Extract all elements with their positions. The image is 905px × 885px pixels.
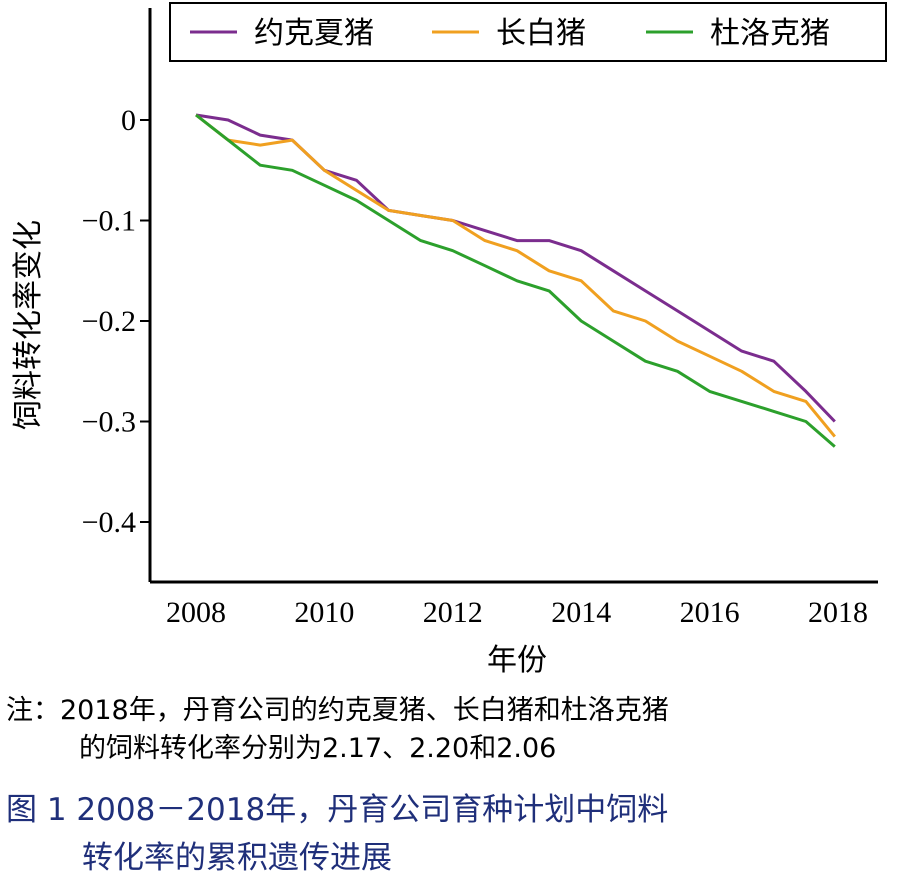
x-tick-label: 2010 xyxy=(294,596,354,629)
y-tick-label: −0.2 xyxy=(82,305,136,338)
legend-box xyxy=(169,2,887,62)
legend-label-yorkshire: 约克夏猪 xyxy=(254,16,374,51)
y-tick-label: 0 xyxy=(121,104,136,137)
figure-caption-line-1: 图 1 2008－2018年，丹育公司育种计划中饲料 xyxy=(6,792,669,828)
x-tick-label: 2008 xyxy=(166,596,226,629)
series-line-duroc xyxy=(195,113,836,448)
series-line-landrace xyxy=(195,113,836,438)
figure-note: 注：2018年，丹育公司的约克夏猪、长白猪和杜洛克猪 的饲料转化率分别为2.17… xyxy=(6,692,901,768)
legend: 约克夏猪 长白猪 杜洛克猪 xyxy=(169,2,887,62)
feed-conversion-chart: 0−0.1−0.2−0.3−0.4 2008 2010 2012 2014 2016 20… xyxy=(11,2,887,678)
series-line-yorkshire xyxy=(195,113,836,423)
figure-note-line-2: 的饲料转化率分别为2.17、2.20和2.06 xyxy=(79,733,557,764)
x-tick-label: 2018 xyxy=(808,596,868,629)
x-axis-title: 年份 xyxy=(487,643,547,678)
y-tick-label: −0.4 xyxy=(82,506,136,539)
x-tick-label: 2012 xyxy=(423,596,483,629)
y-tick-label: −0.3 xyxy=(82,406,136,439)
x-tick-label: 2016 xyxy=(680,596,740,629)
figure-caption-line-2: 转化率的累积遗传进展 xyxy=(82,840,392,876)
legend-label-duroc: 杜洛克猪 xyxy=(710,16,830,51)
y-axis-title: 饲料转化率变化 xyxy=(11,220,46,430)
axes xyxy=(148,8,878,584)
legend-label-landrace: 长白猪 xyxy=(496,16,586,51)
y-tick-label: −0.1 xyxy=(82,205,136,238)
figure-caption: 图 1 2008－2018年，丹育公司育种计划中饲料 转化率的累积遗传进展 xyxy=(6,786,901,882)
x-tick-label: 2014 xyxy=(551,596,611,629)
series-layer xyxy=(195,113,836,448)
x-ticks: 2008 2010 2012 2014 2016 2018 xyxy=(166,596,868,629)
figure-note-line-1: 注：2018年，丹育公司的约克夏猪、长白猪和杜洛克猪 xyxy=(6,695,669,726)
y-ticks: 0 −0.1 −0.2 −0.3 −0.4 xyxy=(82,104,150,539)
